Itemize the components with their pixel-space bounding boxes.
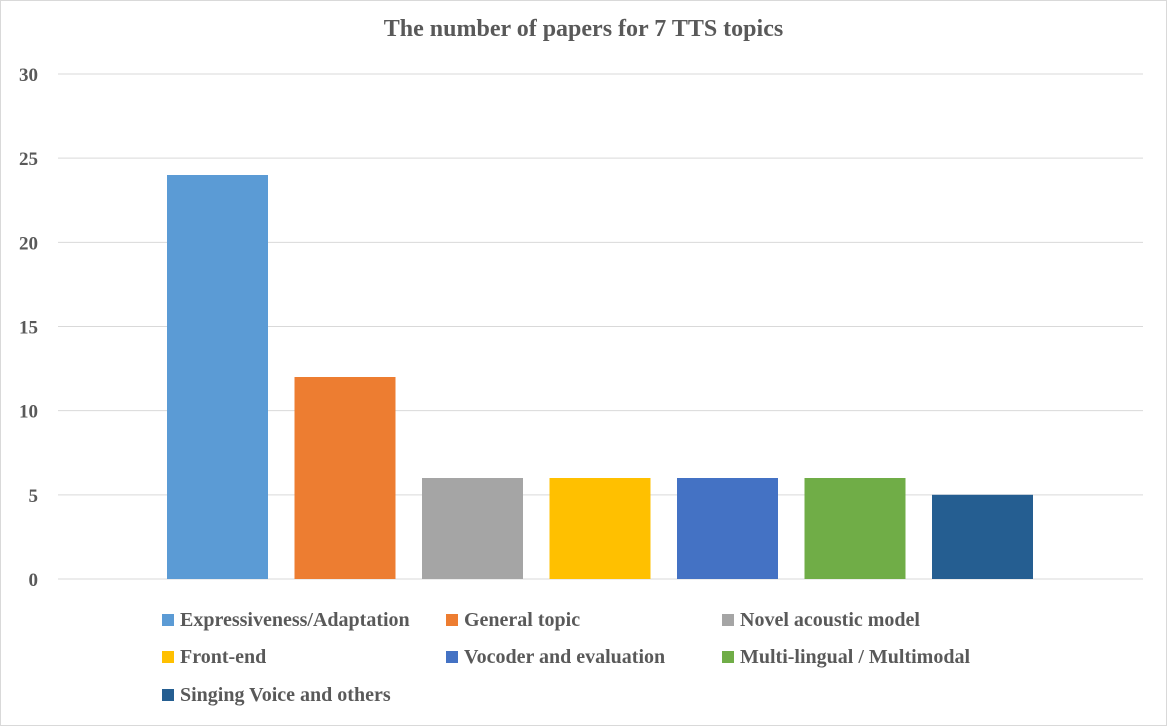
legend-swatch	[162, 689, 174, 701]
legend-swatch	[722, 614, 734, 626]
legend-label: Multi-lingual / Multimodal	[740, 645, 971, 668]
y-tick-label: 5	[29, 486, 39, 507]
legend-swatch	[162, 651, 174, 663]
legend-swatch	[162, 614, 174, 626]
bar	[422, 478, 523, 579]
legend-label: Novel acoustic model	[740, 608, 920, 631]
legend-item: Multi-lingual / Multimodal	[722, 643, 970, 671]
y-tick-label: 25	[19, 149, 38, 170]
legend-swatch	[446, 614, 458, 626]
bar	[294, 377, 396, 579]
y-tick-label: 0	[29, 570, 39, 591]
legend-label: Front-end	[180, 645, 267, 668]
y-tick-label: 10	[19, 402, 38, 423]
legend-item: Singing Voice and others	[162, 681, 391, 709]
bar	[549, 478, 651, 579]
legend-item: General topic	[446, 606, 580, 634]
y-tick-label: 15	[19, 318, 38, 339]
chart-plot-area: 0 5 10 15 20 25 30	[19, 65, 1143, 591]
chart-title: The number of papers for 7 TTS topics	[383, 16, 784, 42]
legend-label: Singing Voice and others	[180, 683, 391, 706]
legend-label: Expressiveness/Adaptation	[180, 608, 410, 631]
legend-item: Vocoder and evaluation	[446, 643, 665, 671]
y-tick-label: 30	[19, 65, 38, 86]
legend-label: General topic	[464, 608, 581, 631]
legend-item: Expressiveness/Adaptation	[162, 606, 410, 634]
legend-label: Vocoder and evaluation	[464, 645, 666, 668]
legend-swatch	[722, 651, 734, 663]
bar	[932, 494, 1033, 579]
y-tick-label: 20	[19, 233, 38, 254]
bar	[167, 175, 268, 579]
legend-swatch	[446, 651, 458, 663]
bar	[677, 478, 778, 579]
legend-item: Novel acoustic model	[722, 606, 920, 634]
legend-item: Front-end	[162, 643, 266, 671]
bar	[804, 478, 906, 579]
